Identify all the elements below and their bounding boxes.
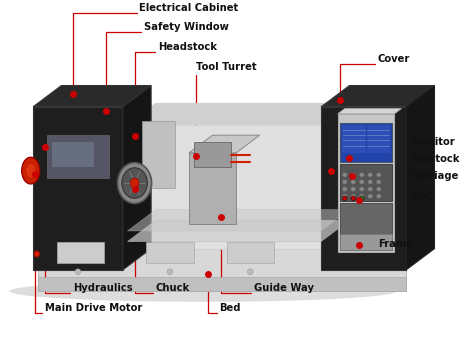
Ellipse shape: [376, 173, 381, 177]
Polygon shape: [128, 125, 321, 248]
Polygon shape: [38, 277, 406, 291]
Polygon shape: [128, 220, 349, 241]
Polygon shape: [38, 160, 406, 291]
Ellipse shape: [75, 269, 81, 274]
Polygon shape: [340, 164, 392, 201]
Polygon shape: [189, 135, 260, 153]
Text: Tailstock: Tailstock: [411, 153, 460, 164]
Text: Tool Turret: Tool Turret: [196, 62, 256, 72]
Polygon shape: [340, 203, 392, 250]
Text: Hydraulics: Hydraulics: [73, 283, 133, 293]
Polygon shape: [123, 86, 151, 270]
Text: Headstock: Headstock: [158, 42, 217, 52]
Polygon shape: [321, 107, 406, 270]
Polygon shape: [52, 142, 94, 167]
Polygon shape: [406, 86, 435, 270]
Ellipse shape: [118, 163, 152, 203]
Ellipse shape: [351, 173, 356, 177]
Ellipse shape: [368, 187, 373, 191]
Ellipse shape: [368, 180, 373, 184]
Ellipse shape: [368, 194, 373, 198]
Ellipse shape: [342, 180, 347, 184]
Ellipse shape: [34, 251, 40, 257]
Text: Chuck: Chuck: [156, 283, 190, 293]
Text: Guide Way: Guide Way: [254, 283, 314, 293]
Text: Carriage: Carriage: [411, 171, 459, 181]
Ellipse shape: [342, 173, 347, 177]
Text: Safety Window: Safety Window: [144, 22, 229, 32]
Text: Cover: Cover: [378, 54, 410, 64]
Ellipse shape: [342, 187, 347, 191]
Ellipse shape: [368, 173, 373, 177]
Polygon shape: [193, 142, 231, 167]
Polygon shape: [340, 234, 392, 250]
Polygon shape: [128, 209, 349, 231]
Polygon shape: [321, 86, 435, 107]
Ellipse shape: [359, 187, 364, 191]
Ellipse shape: [342, 196, 347, 201]
Ellipse shape: [351, 196, 356, 201]
Polygon shape: [342, 125, 390, 153]
Ellipse shape: [376, 187, 381, 191]
Text: Electrical Cabinet: Electrical Cabinet: [139, 3, 238, 13]
Polygon shape: [227, 241, 274, 263]
Polygon shape: [337, 114, 394, 252]
Polygon shape: [146, 241, 193, 263]
Ellipse shape: [351, 180, 356, 184]
Polygon shape: [33, 107, 123, 270]
Text: Frame: Frame: [378, 239, 413, 249]
Polygon shape: [38, 135, 435, 160]
Text: Main Drive Motor: Main Drive Motor: [45, 303, 142, 313]
Polygon shape: [142, 121, 175, 189]
Polygon shape: [47, 135, 109, 178]
Ellipse shape: [22, 157, 40, 184]
Ellipse shape: [351, 194, 356, 198]
Ellipse shape: [247, 269, 253, 274]
Text: CNC: CNC: [411, 192, 434, 202]
Ellipse shape: [26, 163, 36, 179]
Text: Bed: Bed: [219, 303, 241, 313]
Polygon shape: [128, 103, 349, 125]
Polygon shape: [189, 153, 236, 224]
Polygon shape: [337, 109, 401, 114]
Ellipse shape: [359, 173, 364, 177]
Ellipse shape: [122, 168, 147, 198]
Ellipse shape: [359, 194, 364, 198]
Ellipse shape: [376, 180, 381, 184]
Ellipse shape: [359, 180, 364, 184]
Text: Monitor: Monitor: [411, 137, 455, 147]
Polygon shape: [340, 123, 392, 162]
Polygon shape: [33, 86, 151, 107]
Polygon shape: [57, 241, 104, 263]
Ellipse shape: [359, 196, 364, 201]
Ellipse shape: [351, 187, 356, 191]
Ellipse shape: [376, 194, 381, 198]
Ellipse shape: [9, 280, 397, 302]
Ellipse shape: [342, 194, 347, 198]
Ellipse shape: [130, 178, 139, 188]
Ellipse shape: [167, 269, 173, 274]
